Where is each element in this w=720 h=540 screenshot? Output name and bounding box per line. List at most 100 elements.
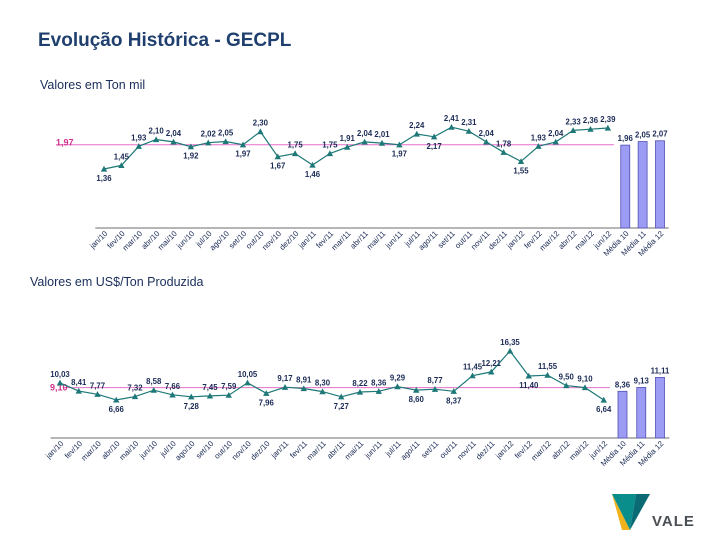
value-label: 6,64 xyxy=(596,405,612,414)
data-point xyxy=(469,372,476,379)
value-label: 1,67 xyxy=(270,162,285,171)
value-label: 2,31 xyxy=(461,118,477,127)
data-point xyxy=(187,143,195,150)
chart-ton: 1,971,361,451,932,10 2,041,922,02 2,051,97… xyxy=(56,114,669,258)
category-label: mai/11 xyxy=(343,439,366,462)
series-line xyxy=(103,126,608,170)
category-label: jun/10 xyxy=(137,439,160,462)
data-point xyxy=(309,161,316,168)
category-label: jan/10 xyxy=(43,439,66,462)
data-point xyxy=(483,138,490,145)
value-label: 8,41 xyxy=(71,378,87,387)
data-point xyxy=(319,388,326,395)
average-bar xyxy=(620,144,631,229)
category-label: ago/10 xyxy=(208,229,232,253)
value-label: 6,66 xyxy=(109,405,125,414)
value-label: 8,91 xyxy=(296,376,312,385)
data-point xyxy=(257,128,264,135)
category-label: mar/11 xyxy=(330,229,353,252)
chart-usd: 9,10 10,038,41 7,77 6,66 7,328,587,66 7,28 7,4… xyxy=(43,338,670,468)
value-label: 8,77 xyxy=(427,376,442,385)
value-label: 1,46 xyxy=(305,170,321,179)
value-label: 7,45 xyxy=(202,383,218,392)
data-point xyxy=(326,150,334,157)
data-point xyxy=(604,124,612,131)
category-label: dez/10 xyxy=(278,229,301,252)
value-label: 2,30 xyxy=(253,119,269,128)
data-point xyxy=(206,392,214,399)
average-bar xyxy=(636,387,647,439)
data-point xyxy=(378,139,386,146)
value-label: 2,10 xyxy=(149,127,165,136)
data-point xyxy=(413,130,420,137)
value-label: 8,22 xyxy=(352,379,368,388)
category-label: nov/10 xyxy=(230,439,253,462)
category-label: ago/11 xyxy=(417,229,440,252)
value-label: 1,92 xyxy=(183,152,199,161)
data-point xyxy=(563,382,570,389)
value-label: 11,11 xyxy=(651,366,670,375)
category-label: mar/12 xyxy=(538,229,562,253)
value-label: 2,02 xyxy=(201,130,217,139)
value-label: 2,24 xyxy=(409,121,425,130)
value-label: 1,75 xyxy=(322,140,338,149)
value-label: 11,40 xyxy=(519,381,539,390)
data-point xyxy=(225,392,232,398)
average-bar xyxy=(655,377,665,439)
data-point xyxy=(239,141,247,148)
data-point xyxy=(356,388,364,395)
series-line xyxy=(59,350,605,401)
value-label: 10,05 xyxy=(238,370,258,379)
value-label: 1,55 xyxy=(513,166,529,175)
value-label: 1,36 xyxy=(96,174,112,183)
value-label: 16,35 xyxy=(500,338,520,347)
data-point xyxy=(135,143,142,149)
value-label: 8,60 xyxy=(409,395,425,404)
chart-2-title: Valores em US$/Ton Produzida xyxy=(30,275,204,289)
data-point xyxy=(450,388,457,394)
data-point xyxy=(488,368,495,375)
value-label: 10,03 xyxy=(50,370,70,379)
data-point xyxy=(396,141,403,148)
value-label: 1,45 xyxy=(114,152,130,161)
data-point xyxy=(94,391,101,397)
value-label: 2,04 xyxy=(479,129,495,138)
value-label: 2,05 xyxy=(218,129,234,138)
data-point xyxy=(361,138,368,145)
value-label: 7,66 xyxy=(165,382,181,391)
value-label: 1,91 xyxy=(340,134,356,143)
value-label: 2,04 xyxy=(548,129,564,138)
value-label: 7,77 xyxy=(90,381,105,390)
data-point xyxy=(517,158,525,165)
average-bar xyxy=(617,390,628,439)
data-point xyxy=(170,138,177,145)
value-label: 7,27 xyxy=(334,402,349,411)
value-label: 7,32 xyxy=(127,384,143,393)
category-label: mai/12 xyxy=(567,439,590,462)
value-label: 2,39 xyxy=(600,115,616,124)
category-label: jan/12 xyxy=(493,439,515,461)
data-point xyxy=(394,383,401,390)
data-point xyxy=(552,138,559,145)
data-point xyxy=(152,136,160,143)
value-label: 1,93 xyxy=(131,133,147,142)
category-label: ago/10 xyxy=(173,439,197,463)
data-point xyxy=(281,384,289,390)
category-label: set/10 xyxy=(194,439,216,461)
value-label: 9,29 xyxy=(390,374,406,383)
category-label: mai/12 xyxy=(573,229,596,252)
data-point xyxy=(569,127,577,133)
category-label: jun/11 xyxy=(362,439,384,461)
value-label: 8,30 xyxy=(315,379,331,388)
data-point xyxy=(506,347,514,354)
category-label: set/11 xyxy=(419,439,440,460)
data-point xyxy=(448,124,455,130)
data-point xyxy=(118,162,125,169)
category-label: mai/10 xyxy=(117,439,140,462)
data-point xyxy=(131,393,139,400)
value-label: 2,04 xyxy=(357,129,373,138)
data-point xyxy=(535,143,542,149)
category-label: jun/11 xyxy=(383,229,405,251)
category-label: dez/11 xyxy=(487,229,510,252)
value-label: 2,41 xyxy=(444,114,460,123)
